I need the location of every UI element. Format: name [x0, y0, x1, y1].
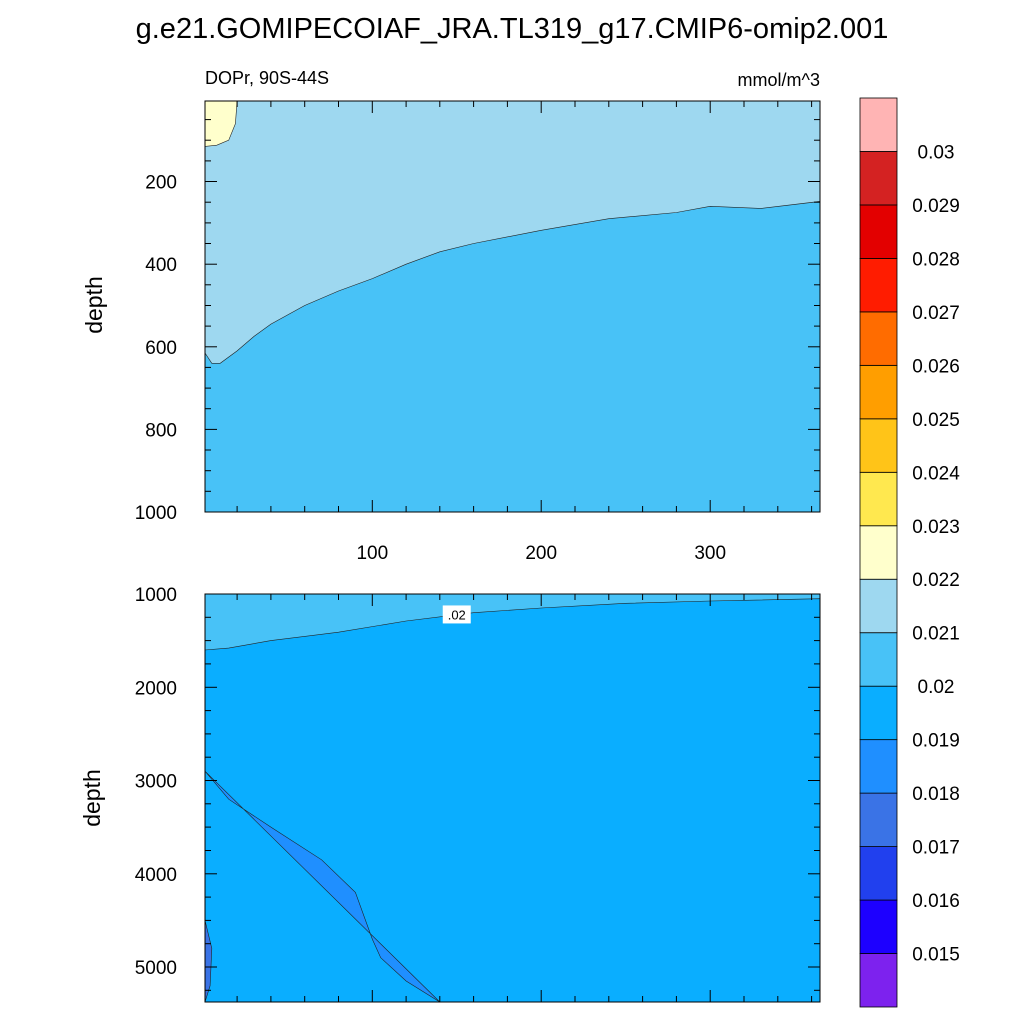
colorbar-swatch	[859, 899, 898, 954]
colorbar-swatch	[859, 204, 898, 259]
upper-y-tick-label: 800	[145, 420, 177, 441]
colorbar-label: 0.026	[912, 356, 960, 377]
colorbar-swatch	[859, 258, 898, 313]
colorbar-swatch	[859, 846, 898, 901]
colorbar-label: 0.028	[912, 249, 960, 270]
upper-left-title: DOPr, 90S-44S	[205, 68, 329, 88]
colorbar-swatch	[859, 632, 898, 687]
upper-y-tick-label: 200	[145, 173, 177, 194]
colorbar-label: 0.018	[912, 784, 960, 805]
lower-contour-region-2	[204, 770, 441, 1003]
colorbar-label: 0.022	[912, 570, 960, 591]
colorbar-swatch	[859, 151, 898, 206]
lower-y-tick-label: 2000	[135, 678, 177, 699]
contour-label-box	[442, 605, 471, 624]
colorbar-swatch	[859, 685, 898, 741]
colorbar-label: 0.03	[918, 143, 955, 164]
colorbar-label: 0.029	[912, 196, 960, 217]
colorbar-label: 0.016	[912, 891, 960, 912]
lower-y-tick-label: 1000	[135, 585, 177, 606]
colorbar-label: 0.027	[912, 303, 960, 324]
colorbar-label: 0.019	[912, 731, 960, 752]
colorbar-swatch	[859, 418, 898, 473]
colorbar-swatch	[859, 578, 898, 634]
upper-x-tick-label: 300	[694, 543, 726, 564]
figure-title: g.e21.GOMIPECOIAF_JRA.TL319_g17.CMIP6-om…	[136, 13, 889, 45]
upper-y-axis-label: depth	[81, 276, 107, 334]
colorbar-label: 0.015	[912, 945, 960, 966]
lower-y-tick-label: 4000	[135, 865, 177, 886]
upper-plot-frame	[204, 100, 821, 513]
colorbar: 0.015 0.016 0.017 0.018 0.019 0.02 0.021 0.022 0…	[859, 97, 960, 1008]
colorbar-swatch	[859, 311, 898, 366]
lower-y-axis-label: depth	[79, 769, 105, 827]
upper-x-tick-label: 100	[356, 543, 388, 564]
colorbar-label: 0.02	[918, 677, 955, 698]
lower-y-tick-label: 5000	[135, 958, 177, 979]
lower-y-tick-label: 3000	[135, 772, 177, 793]
colorbar-swatch	[859, 792, 898, 847]
colorbar-swatch	[859, 97, 898, 152]
upper-y-tick-label: 400	[145, 255, 177, 276]
upper-units-label: mmol/m^3	[738, 70, 820, 90]
colorbar-label: 0.021	[912, 624, 960, 645]
colorbar-label: 0.023	[912, 517, 960, 538]
colorbar-label: 0.024	[912, 463, 960, 484]
upper-y-tick-label: 600	[145, 338, 177, 359]
upper-x-tick-label: 200	[525, 543, 557, 564]
lower-plot-frame	[204, 593, 821, 1003]
contour-label: .02	[448, 607, 466, 622]
colorbar-swatch	[859, 739, 898, 794]
colorbar-swatch	[859, 525, 898, 580]
colorbar-label: 0.025	[912, 410, 960, 431]
colorbar-swatch	[859, 471, 898, 527]
colorbar-swatch	[859, 953, 898, 1008]
upper-panel: DOPr, 90S-44S mmol/m^3 depth 200 400 600 80…	[81, 68, 821, 564]
lower-contour-region-1	[204, 598, 821, 1003]
upper-contour-region-1	[204, 201, 821, 513]
colorbar-label: 0.017	[912, 838, 960, 859]
colorbar-swatch	[859, 364, 898, 420]
upper-y-tick-label: 1000	[135, 503, 177, 524]
lower-panel: depth 1000 2000 3000 4000 5000 .02	[79, 585, 821, 1003]
